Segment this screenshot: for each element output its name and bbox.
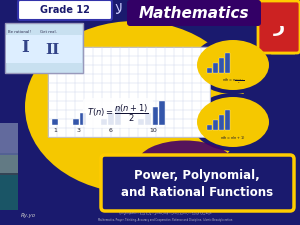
Text: 3: 3 [77,128,81,133]
Bar [115,107,121,125]
FancyBboxPatch shape [0,123,18,153]
Text: Get real.: Get real. [40,30,57,34]
Ellipse shape [197,97,269,147]
Text: $nth = n(n+1)$: $nth = n(n+1)$ [220,134,246,141]
FancyBboxPatch shape [0,175,18,210]
Ellipse shape [192,36,274,94]
Text: Mathematics: Mathematics [139,5,249,20]
Bar [6,35,82,63]
FancyBboxPatch shape [263,31,295,55]
Text: ﺭ: ﺭ [273,18,285,36]
Bar [225,110,230,130]
Bar [213,63,218,73]
FancyBboxPatch shape [18,0,112,20]
Text: $nth = n\frac{(n+1)}{2}$: $nth = n\frac{(n+1)}{2}$ [222,77,244,86]
Bar [213,120,218,130]
Bar [219,115,224,130]
FancyBboxPatch shape [101,155,294,211]
Text: and Rational Functions: and Rational Functions [121,185,273,198]
Bar [159,101,165,125]
Bar [225,53,230,73]
Bar [48,47,210,137]
Text: $T(n) = \dfrac{n(n+1)}{2}$: $T(n) = \dfrac{n(n+1)}{2}$ [87,102,149,124]
Bar [73,119,79,125]
Text: Ry.yo: Ry.yo [20,212,36,218]
Bar [219,58,224,73]
FancyBboxPatch shape [263,5,295,29]
Text: ارتماتيكات – علم علم – مثابرتي – صبر وصبر – حقوق الفطنة: ارتماتيكات – علم علم – مثابرتي – صبر وصب… [119,211,211,215]
Ellipse shape [197,40,269,90]
Bar [152,107,158,125]
Bar [207,125,212,130]
Ellipse shape [137,140,232,185]
Bar [138,119,144,125]
Bar [5,23,83,73]
FancyBboxPatch shape [0,155,18,210]
Bar [101,119,107,125]
Text: 6: 6 [109,128,113,133]
Bar [80,113,86,125]
Text: Be rational!: Be rational! [8,30,31,34]
Text: Grade 12: Grade 12 [40,5,90,15]
Bar [108,113,114,125]
Bar [207,68,212,73]
Text: 10: 10 [149,128,157,133]
FancyBboxPatch shape [0,153,18,173]
Bar [145,113,151,125]
Text: 1: 1 [53,128,57,133]
Bar [52,119,58,125]
FancyBboxPatch shape [127,0,261,26]
Text: Mathematics, Prayer, Thinking, Accuracy and Cooperation, Patience and Discipline: Mathematics, Prayer, Thinking, Accuracy … [98,218,232,222]
Ellipse shape [17,14,253,200]
Text: Power, Polynomial,: Power, Polynomial, [134,169,260,182]
Text: ﻻ: ﻻ [114,3,122,17]
Text: I: I [21,38,29,56]
Ellipse shape [192,93,274,151]
Text: II: II [45,43,59,57]
FancyBboxPatch shape [258,1,300,53]
Ellipse shape [25,21,245,193]
